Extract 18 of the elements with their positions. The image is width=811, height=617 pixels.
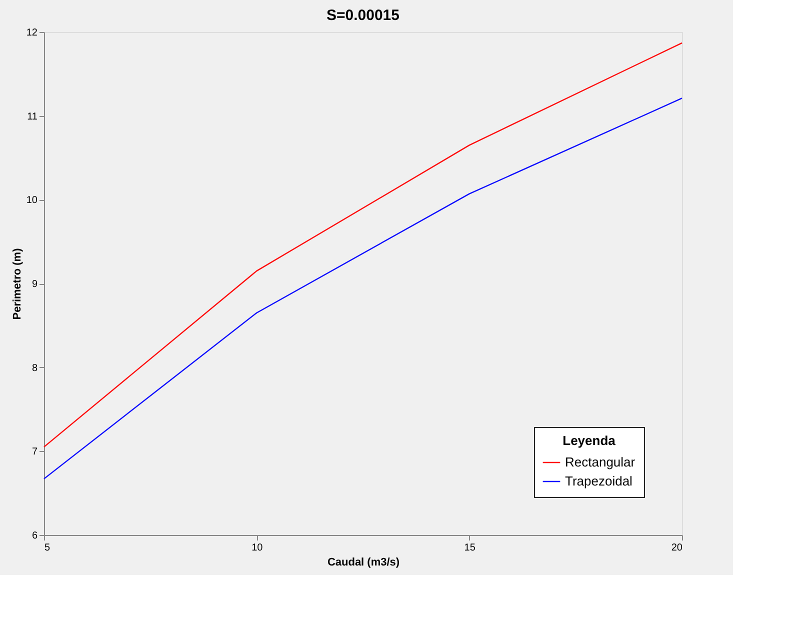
line-series — [43, 42, 683, 448]
y-tick-label: 9 — [32, 279, 38, 290]
x-tick-label: 15 — [464, 542, 476, 554]
y-axis-title: Perimetro (m) — [11, 248, 24, 320]
chart-title: S=0.00015 — [326, 7, 400, 24]
y-tick-label: 8 — [32, 362, 38, 374]
x-axis-title: Caudal (m3/s) — [327, 556, 400, 568]
y-tick-label: 7 — [32, 446, 38, 458]
y-tick-label: 12 — [26, 28, 38, 38]
y-tick-label: 11 — [27, 111, 38, 122]
y-tick-label: 6 — [32, 530, 38, 542]
y-tick-label: 10 — [26, 195, 38, 206]
legend-label: Rectangular — [565, 454, 636, 470]
x-tick-label: 10 — [252, 542, 264, 554]
x-tick-label: 5 — [44, 542, 50, 554]
legend-label: Trapezoidal — [565, 474, 633, 488]
legend-title: Leyenda — [562, 433, 616, 448]
x-tick-label: 20 — [671, 542, 683, 554]
